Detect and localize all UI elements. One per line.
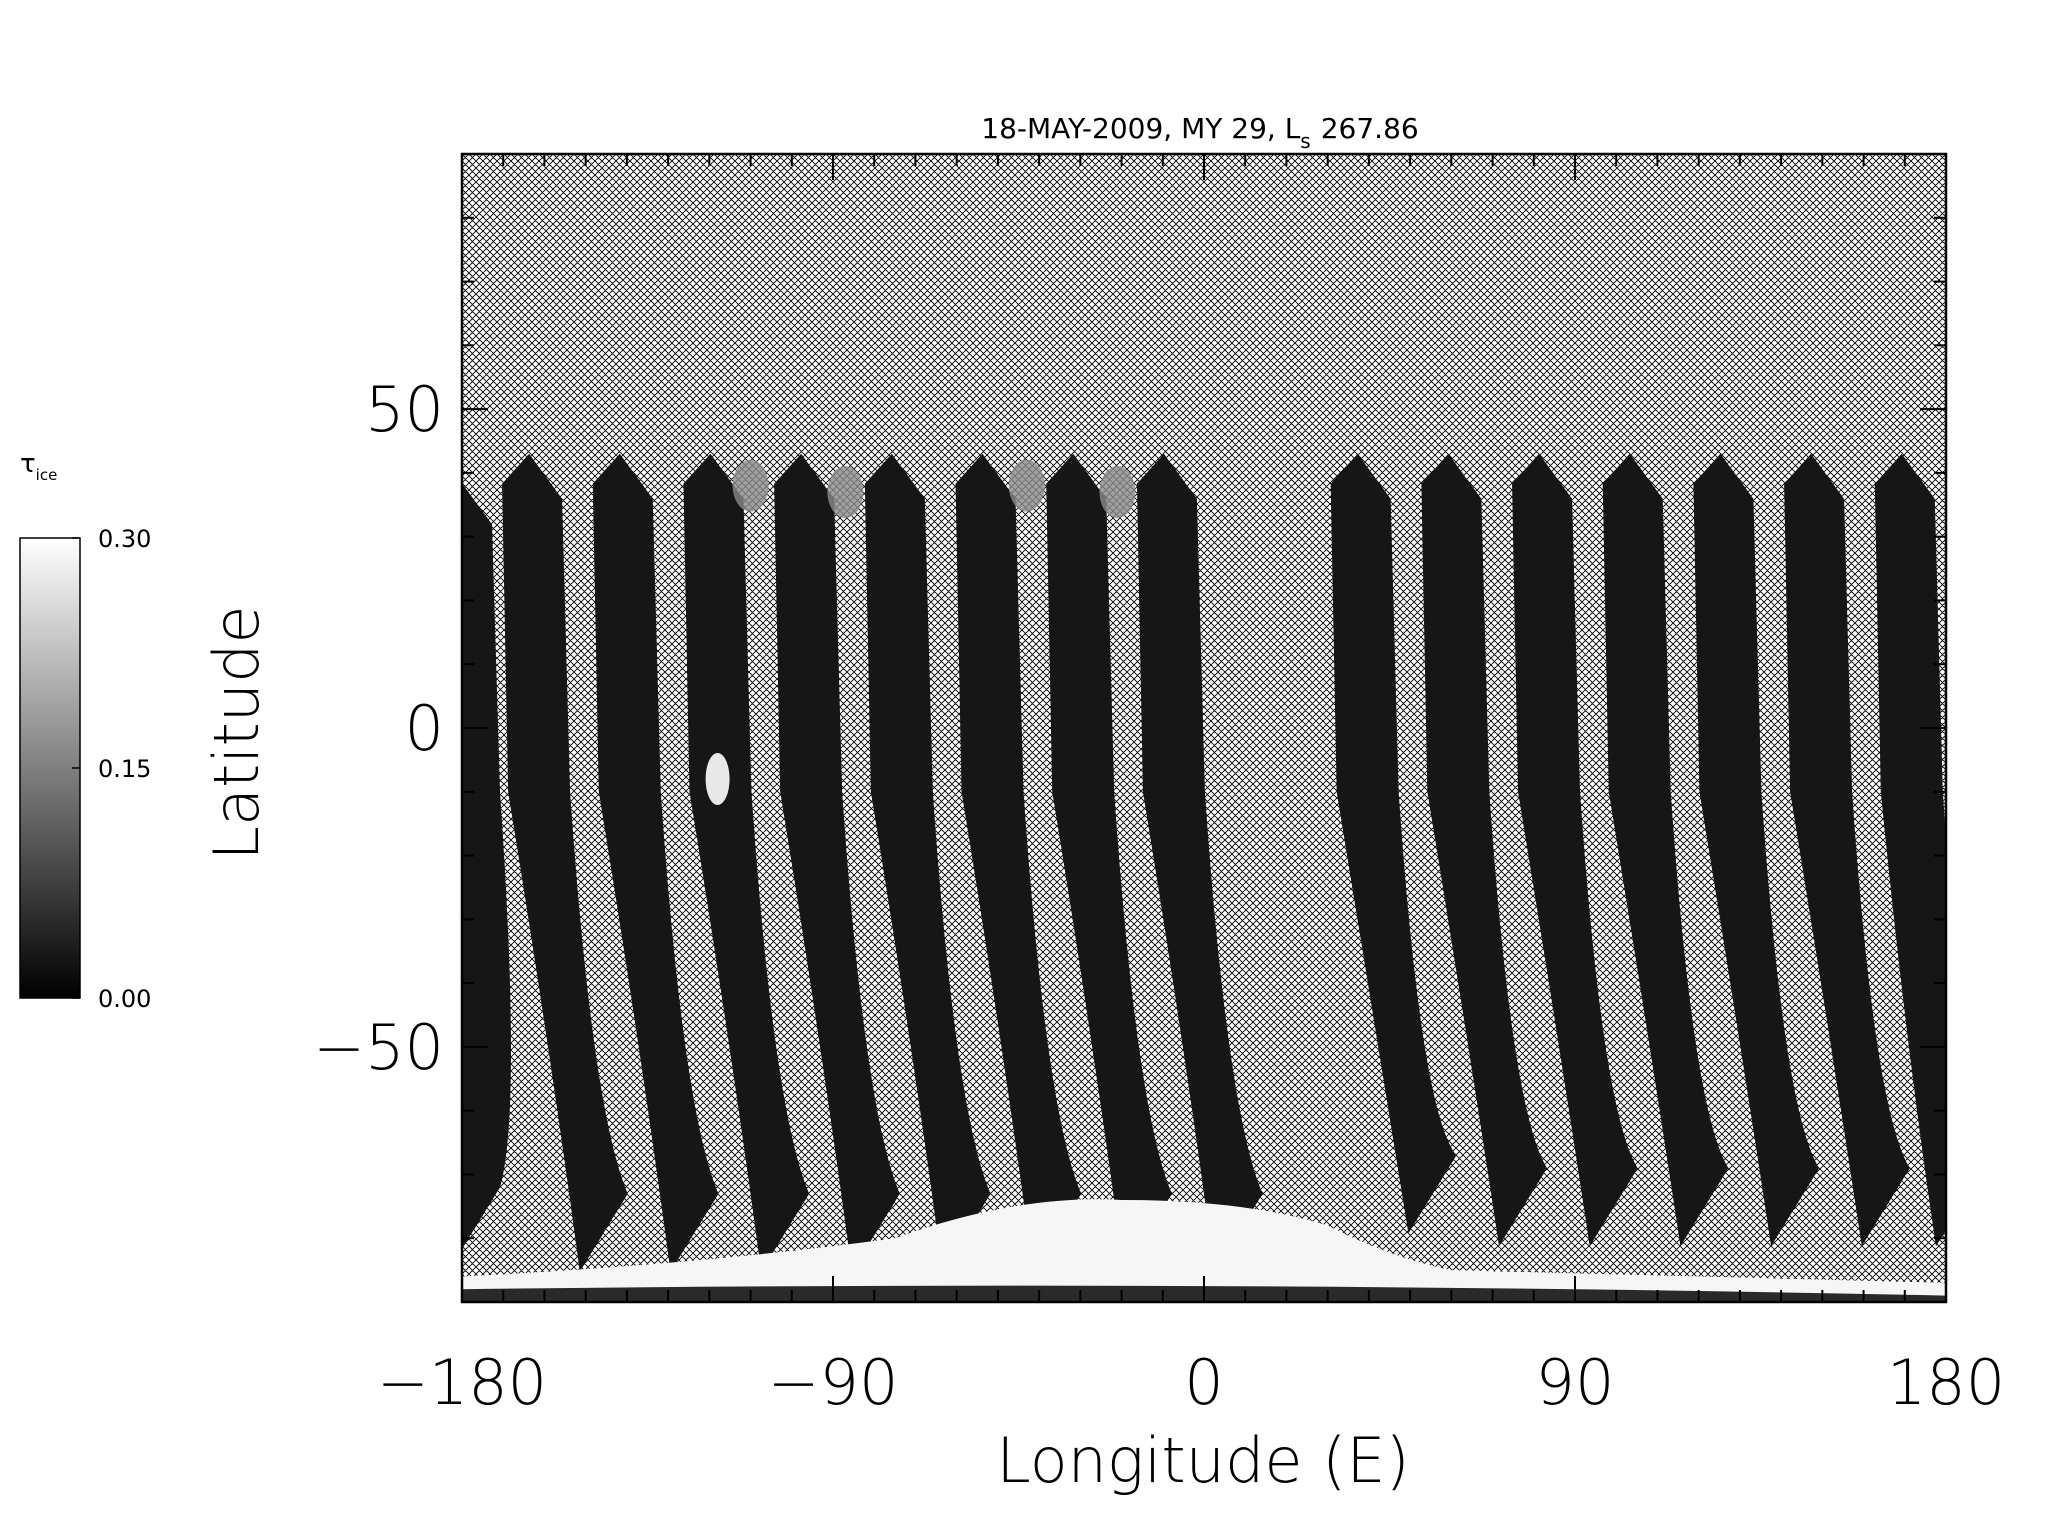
plot-title-date: 18-MAY-2009, MY 29, L xyxy=(981,112,1300,145)
tick-labels-layer: −180 −90 0 90 180 −50 0 50 xyxy=(313,373,2005,1419)
colorbar xyxy=(19,537,81,999)
swath-15 xyxy=(1784,453,1910,1247)
swath-1 xyxy=(462,483,511,1250)
colorbar-tick-label: 0.30 xyxy=(98,525,151,553)
colorbar-subscript: ice xyxy=(36,466,58,484)
swath-12 xyxy=(1512,453,1638,1247)
plot-area xyxy=(462,154,1946,1302)
colorbar-tick-label: 0.00 xyxy=(98,985,151,1013)
swath-5 xyxy=(774,453,900,1272)
y-axis-title: Latitude xyxy=(200,605,273,860)
swath-9 xyxy=(1136,453,1263,1272)
y-tick-label: 50 xyxy=(365,373,444,446)
colorbar-label: τice xyxy=(20,449,57,484)
y-tick-label: −50 xyxy=(313,1011,444,1084)
swath-13 xyxy=(1602,453,1729,1247)
cloud-haze-3 xyxy=(1008,459,1045,512)
x-axis-title: Longitude (E) xyxy=(996,1424,1409,1497)
x-tick-label: 180 xyxy=(1887,1346,2005,1419)
swath-16 xyxy=(1874,453,1946,1247)
swath-4 xyxy=(683,453,810,1272)
swath-11 xyxy=(1421,453,1548,1247)
swath-3 xyxy=(592,453,719,1272)
colorbar-tick-label: 0.15 xyxy=(98,755,151,783)
plot-title-subscript: s xyxy=(1300,129,1310,153)
swath-14 xyxy=(1693,453,1820,1247)
cloud-patch xyxy=(705,753,730,806)
swath-7 xyxy=(955,453,1082,1272)
swath-6 xyxy=(864,453,991,1272)
colorbar-ticks: 0.00 0.15 0.30 xyxy=(72,525,151,1013)
plot-title-ls: 267.86 xyxy=(1321,112,1419,145)
y-tick-label: 0 xyxy=(405,692,444,765)
x-tick-label: −180 xyxy=(377,1346,547,1419)
swath-2 xyxy=(502,453,628,1272)
colorbar-symbol: τ xyxy=(20,449,36,479)
swath-8 xyxy=(1046,453,1172,1272)
x-tick-label: −90 xyxy=(768,1346,899,1419)
cloud-haze-4 xyxy=(1099,466,1136,519)
swath-10 xyxy=(1330,453,1457,1234)
plot-title: 18-MAY-2009, MY 29, Ls 267.86 xyxy=(981,112,1418,153)
swaths-layer xyxy=(462,453,1946,1272)
x-tick-label: 0 xyxy=(1184,1346,1223,1419)
cloud-haze-1 xyxy=(732,459,769,512)
cloud-haze-2 xyxy=(827,466,864,519)
x-tick-label: 90 xyxy=(1536,1346,1615,1419)
ticks-layer xyxy=(461,153,1947,1303)
